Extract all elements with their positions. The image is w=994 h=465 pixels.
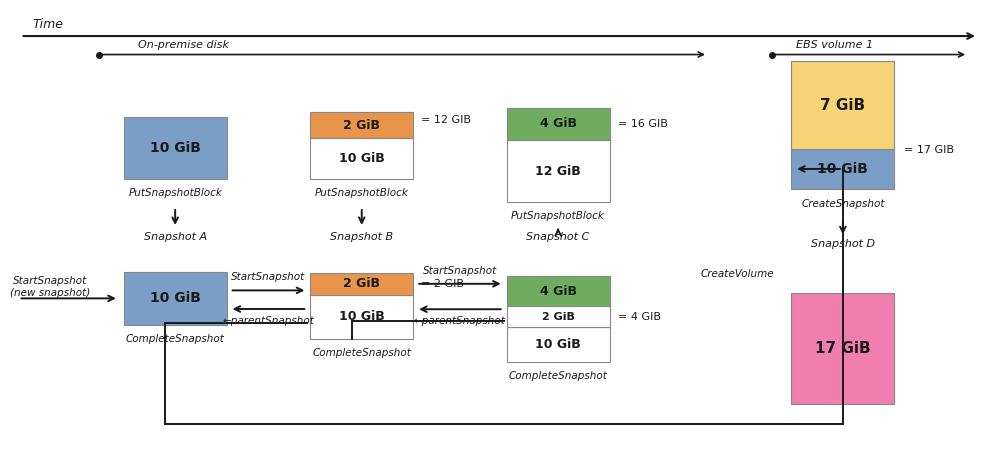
Text: Snapshot B: Snapshot B [330, 232, 394, 242]
Text: 4 GiB: 4 GiB [540, 117, 577, 130]
Bar [507, 108, 609, 140]
Text: 2 GiB: 2 GiB [542, 312, 575, 322]
Bar [791, 61, 895, 149]
Bar [791, 292, 895, 404]
Text: (new snapshot): (new snapshot) [10, 288, 90, 298]
Text: 10 GiB: 10 GiB [535, 338, 580, 351]
Bar [791, 149, 895, 189]
Bar [310, 295, 414, 339]
Text: 10 GiB: 10 GiB [339, 310, 385, 323]
Bar [507, 327, 609, 362]
Bar [310, 138, 414, 179]
Text: On-premise disk: On-premise disk [138, 40, 230, 50]
Text: 10 GiB: 10 GiB [339, 152, 385, 165]
Text: = 2 GIB: = 2 GIB [421, 279, 464, 289]
Text: 10 GiB: 10 GiB [150, 141, 201, 155]
Text: 17 GiB: 17 GiB [815, 340, 871, 356]
Text: StartSnapshot: StartSnapshot [232, 272, 305, 282]
Text: StartSnapshot: StartSnapshot [13, 276, 87, 286]
Text: CompleteSnapshot: CompleteSnapshot [509, 371, 607, 381]
Text: 4 GiB: 4 GiB [540, 285, 577, 298]
Text: = 16 GIB: = 16 GIB [617, 119, 667, 129]
Text: Snapshot A: Snapshot A [143, 232, 207, 242]
Text: CompleteSnapshot: CompleteSnapshot [312, 348, 412, 358]
Text: CreateSnapshot: CreateSnapshot [801, 199, 885, 209]
Text: PutSnapshotBlock: PutSnapshotBlock [315, 188, 409, 198]
Text: Time: Time [32, 18, 64, 31]
Text: CompleteSnapshot: CompleteSnapshot [125, 334, 225, 344]
Text: = 17 GIB: = 17 GIB [905, 146, 954, 155]
Text: = 12 GIB: = 12 GIB [421, 115, 471, 126]
Text: PutSnapshotBlock: PutSnapshotBlock [128, 188, 222, 198]
Text: 2 GiB: 2 GiB [343, 277, 381, 290]
Text: PutSnapshotBlock: PutSnapshotBlock [511, 211, 605, 221]
Text: 2 GiB: 2 GiB [343, 119, 381, 132]
Text: EBS volume 1: EBS volume 1 [796, 40, 874, 50]
Bar [310, 272, 414, 295]
Text: 10 GiB: 10 GiB [817, 162, 869, 176]
Text: Snapshot D: Snapshot D [811, 239, 875, 249]
Text: CreateVolume: CreateVolume [701, 269, 774, 279]
Bar [507, 306, 609, 327]
Text: StartSnapshot: StartSnapshot [422, 266, 497, 276]
Text: = 4 GIB: = 4 GIB [617, 312, 661, 322]
Text: 7 GiB: 7 GiB [820, 98, 866, 113]
Text: Snapshot C: Snapshot C [527, 232, 589, 242]
Bar [507, 140, 609, 202]
Bar [123, 117, 227, 179]
Bar [507, 276, 609, 306]
Bar [123, 272, 227, 325]
Bar [310, 113, 414, 138]
Text: 12 GiB: 12 GiB [535, 165, 580, 178]
Text: ←parentSnapshot: ←parentSnapshot [414, 316, 506, 326]
Text: ←parentSnapshot: ←parentSnapshot [223, 316, 314, 326]
Text: 10 GiB: 10 GiB [150, 292, 201, 306]
